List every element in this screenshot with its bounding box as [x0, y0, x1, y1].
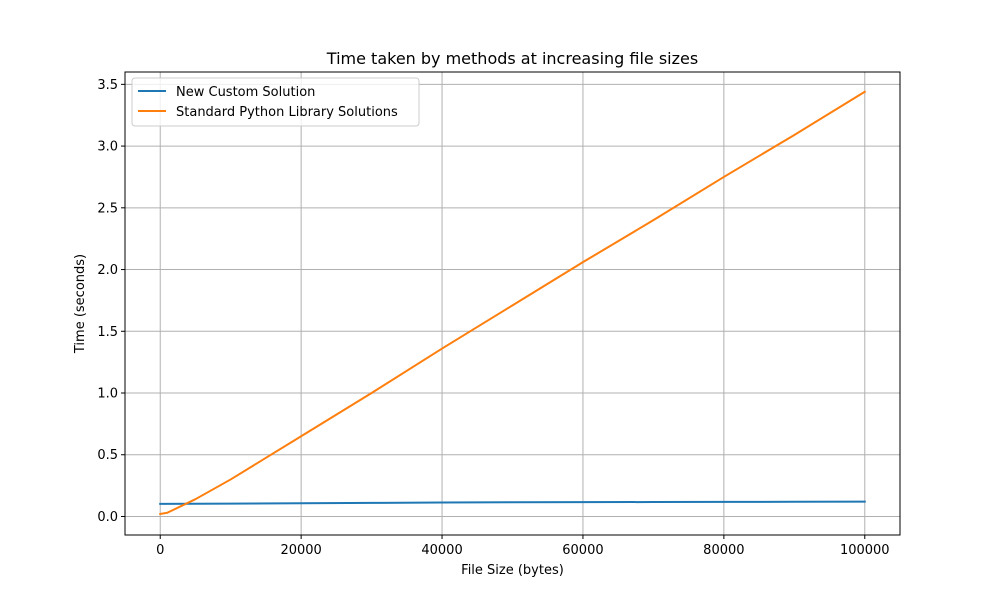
y-tick-label: 3.0: [97, 140, 118, 155]
y-tick-label: 2.0: [97, 263, 118, 278]
y-tick-label: 1.0: [97, 387, 118, 402]
y-tick-label: 0.0: [97, 510, 118, 525]
y-tick-label: 3.5: [97, 78, 118, 93]
x-tick-label: 20000: [280, 543, 321, 558]
x-axis-label: File Size (bytes): [461, 563, 564, 578]
y-axis-label: Time (seconds): [73, 254, 88, 354]
x-tick-label: 40000: [421, 543, 462, 558]
x-tick-label: 0: [156, 543, 164, 558]
x-axis-ticks: 0 20000 40000 60000 80000 100000: [156, 535, 890, 558]
x-tick-label: 80000: [703, 543, 744, 558]
chart-title: Time taken by methods at increasing file…: [326, 49, 698, 68]
plot-frame: [124, 71, 901, 536]
y-tick-label: 0.5: [97, 448, 118, 463]
y-tick-label: 1.5: [97, 325, 118, 340]
x-tick-label: 60000: [562, 543, 603, 558]
series-lines: [159, 90, 867, 516]
x-tick-label: 100000: [840, 543, 890, 558]
y-tick-label: 2.5: [97, 201, 118, 216]
legend-label-standard-python-library-solutions: Standard Python Library Solutions: [176, 105, 398, 120]
grid-lines: [125, 72, 900, 535]
y-axis-ticks: 0.0 0.5 1.0 1.5 2.0 2.5 3.0 3.5: [97, 78, 125, 525]
series-line-standard-python-library-solutions: [159, 90, 867, 516]
legend-box: [131, 77, 420, 127]
legend: New Custom Solution Standard Python Libr…: [131, 77, 420, 127]
legend-label-new-custom-solution: New Custom Solution: [176, 85, 315, 100]
series-line-new-custom-solution: [159, 500, 866, 505]
